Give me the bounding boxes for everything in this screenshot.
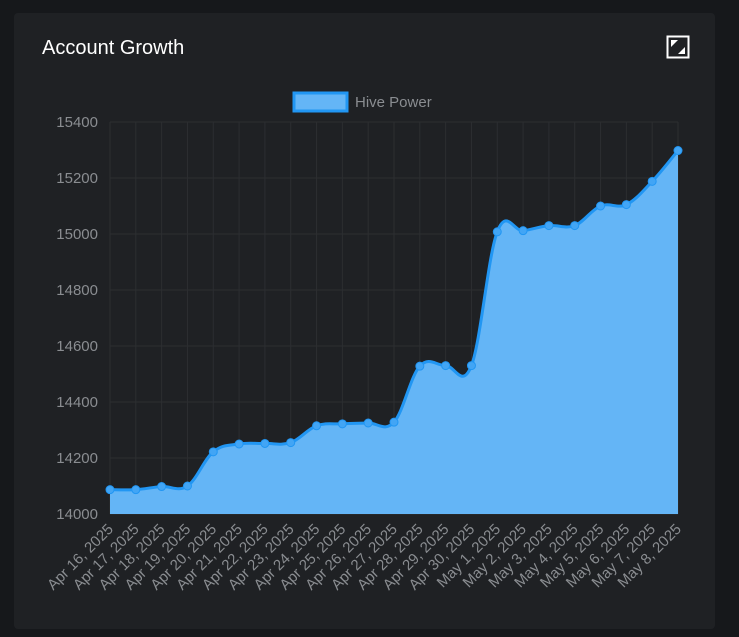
data-point[interactable] xyxy=(286,438,296,448)
data-point[interactable] xyxy=(157,482,167,492)
y-tick-label: 14800 xyxy=(56,282,98,299)
data-point[interactable] xyxy=(182,481,192,491)
data-point[interactable] xyxy=(492,227,502,237)
legend-swatch xyxy=(292,91,349,113)
expand-icon[interactable] xyxy=(666,35,690,59)
data-point[interactable] xyxy=(234,439,244,449)
data-point[interactable] xyxy=(312,421,322,431)
data-point[interactable] xyxy=(570,221,580,231)
data-point[interactable] xyxy=(415,361,425,371)
y-tick-label: 15400 xyxy=(56,114,98,131)
series-line xyxy=(109,149,680,492)
data-point[interactable] xyxy=(673,146,683,156)
data-points xyxy=(105,146,683,495)
y-axis-ticks: 14000 14200 14400 14600 14800 15000 15200 15400 xyxy=(56,114,98,523)
data-point[interactable] xyxy=(105,485,115,495)
y-tick-label: 15200 xyxy=(56,170,98,187)
data-point[interactable] xyxy=(544,221,554,231)
data-point[interactable] xyxy=(441,361,451,371)
card-title: Account Growth xyxy=(42,37,185,59)
legend[interactable]: Hive Power xyxy=(292,91,432,113)
data-point[interactable] xyxy=(621,200,631,210)
data-point[interactable] xyxy=(337,419,347,429)
y-tick-label: 14600 xyxy=(56,338,98,355)
y-tick-label: 14400 xyxy=(56,394,98,411)
y-tick-label: 14200 xyxy=(56,450,98,467)
data-point[interactable] xyxy=(208,447,218,457)
data-point[interactable] xyxy=(647,176,657,186)
series-area xyxy=(109,149,680,514)
data-point[interactable] xyxy=(466,361,476,371)
data-point[interactable] xyxy=(596,201,606,211)
y-tick-label: 15000 xyxy=(56,226,98,243)
data-point[interactable] xyxy=(131,485,141,495)
data-point[interactable] xyxy=(389,417,399,427)
data-point[interactable] xyxy=(518,226,528,236)
series-fill xyxy=(110,150,678,514)
legend-label: Hive Power xyxy=(355,94,432,111)
data-point[interactable] xyxy=(363,418,373,428)
y-tick-label: 14000 xyxy=(56,506,98,523)
data-point[interactable] xyxy=(260,438,270,448)
